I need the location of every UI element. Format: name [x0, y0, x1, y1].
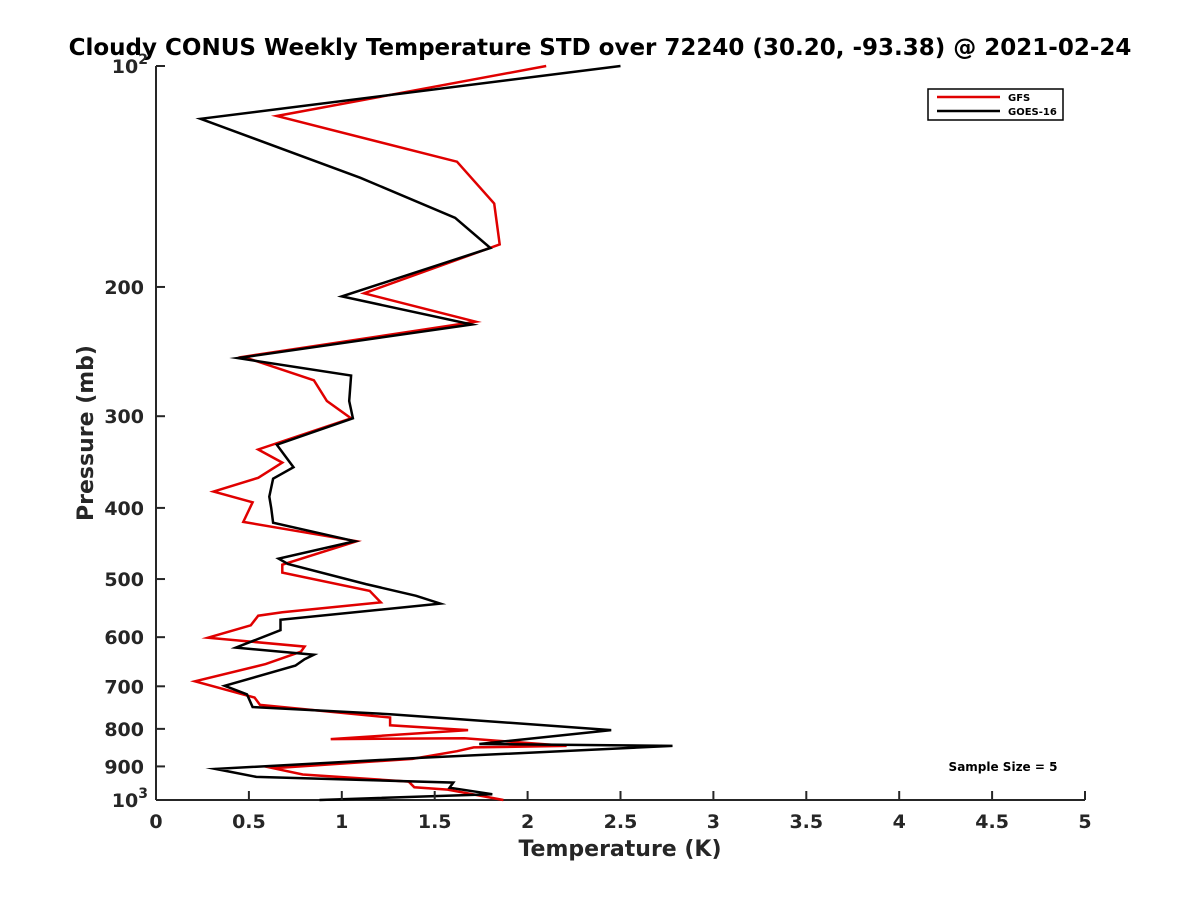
series-layer: [189, 64, 673, 802]
x-tick-label: 2: [521, 811, 534, 833]
x-axis: 0 0.5 1 1.5 2 2.5 3 3.5 4 4.5 5: [149, 791, 1092, 833]
chart-title: Cloudy CONUS Weekly Temperature STD over…: [69, 35, 1132, 61]
y-tick-label: 900: [104, 756, 144, 778]
legend-label-goes-16: GOES-16: [1008, 107, 1057, 118]
x-tick-label: 1.5: [418, 811, 452, 833]
y-tick-label: 103: [112, 786, 148, 812]
y-tick-label: 400: [104, 498, 144, 520]
x-tick-label: 2.5: [604, 811, 638, 833]
x-tick-label: 3: [707, 811, 720, 833]
legend-box: [927, 88, 1064, 121]
sample-size-annotation: Sample Size = 5: [949, 760, 1058, 774]
y-axis-title: Pressure (mb): [74, 345, 99, 521]
x-tick-label: 1: [335, 811, 348, 833]
x-tick-label: 4: [893, 811, 906, 833]
y-tick-label: 700: [104, 676, 144, 698]
series-line-goes-16: [195, 64, 673, 802]
y-tick-label: 200: [104, 277, 144, 299]
x-axis-title: Temperature (K): [518, 837, 721, 862]
x-tick-label: 3.5: [789, 811, 823, 833]
y-tick-label: 102: [112, 52, 148, 78]
y-tick-label-exponent: 2: [138, 52, 148, 68]
series-line-gfs: [189, 64, 567, 802]
y-tick-label-exponent: 3: [138, 786, 148, 802]
y-tick-label-base: 10: [112, 790, 138, 812]
x-tick-label: 4.5: [975, 811, 1009, 833]
y-tick-label: 500: [104, 569, 144, 591]
x-tick-label: 5: [1078, 811, 1091, 833]
y-tick-label: 300: [104, 406, 144, 428]
x-tick-label: 0: [149, 811, 162, 833]
y-tick-label-base: 10: [112, 56, 138, 78]
legend: GFS GOES-16: [927, 88, 1064, 121]
y-tick-label: 800: [104, 719, 144, 741]
x-tick-label: 0.5: [232, 811, 266, 833]
legend-label-gfs: GFS: [1008, 93, 1030, 104]
y-tick-label: 600: [104, 627, 144, 649]
